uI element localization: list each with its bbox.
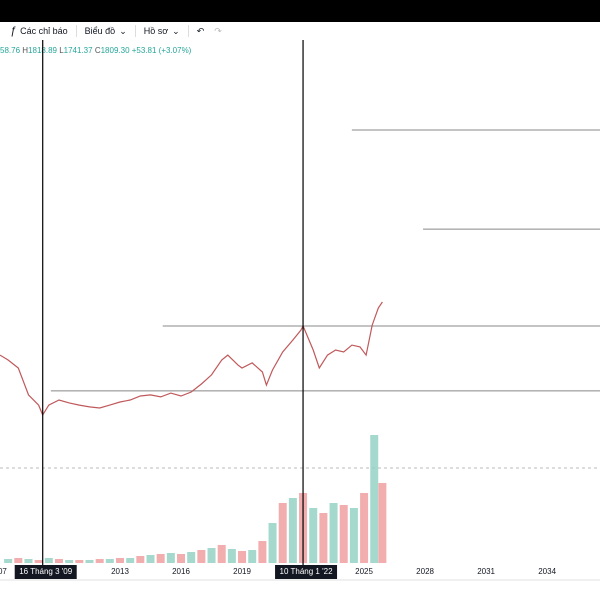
volume-bar xyxy=(360,493,369,563)
volume-bar xyxy=(166,553,175,563)
volume-bar xyxy=(85,560,94,563)
toolbar: ƒ Các chỉ báo Biểu đồ ⌄ Hồ sơ ⌄ ↶ ↷ xyxy=(0,22,600,40)
volume-bar xyxy=(248,550,257,563)
volume-bar xyxy=(187,552,196,563)
x-tick-label: 2031 xyxy=(477,567,495,576)
volume-bar xyxy=(14,558,23,563)
undo-button[interactable]: ↶ xyxy=(196,25,205,36)
date-label: 10 Tháng 1 '22 xyxy=(280,567,334,576)
price-line xyxy=(0,301,383,417)
chart-button[interactable]: Biểu đồ xyxy=(84,26,116,36)
volume-bar xyxy=(258,541,267,563)
volume-bar xyxy=(75,560,84,563)
separator xyxy=(134,25,136,37)
volume-bar xyxy=(105,559,114,563)
open-value: 58.76 xyxy=(0,46,21,55)
volume-bar xyxy=(309,508,318,563)
x-tick-label: 2028 xyxy=(416,567,434,576)
volume-bar xyxy=(54,559,63,563)
profile-button[interactable]: Hồ sơ xyxy=(143,26,169,36)
volume-bar xyxy=(319,513,328,563)
x-tick-label: 2019 xyxy=(233,567,251,576)
volume-bar xyxy=(378,483,387,563)
volume-bar xyxy=(207,548,216,563)
volume-bar xyxy=(44,558,53,563)
volume-bar xyxy=(146,555,155,563)
volume-bar xyxy=(197,550,206,563)
volume-bar xyxy=(268,523,277,563)
x-tick-label: 2016 xyxy=(172,567,190,576)
volume-bar xyxy=(227,549,236,563)
date-label: 16 Tháng 3 '09 xyxy=(19,567,73,576)
volume-bar xyxy=(238,551,247,563)
volume-bar xyxy=(217,545,226,563)
volume-bar xyxy=(339,505,348,563)
volume-bar xyxy=(65,560,74,563)
volume-bar xyxy=(126,558,135,563)
volume-bar xyxy=(116,558,124,563)
redo-button[interactable]: ↷ xyxy=(214,25,222,36)
volume-bar xyxy=(34,560,43,563)
chevron: ⌄ xyxy=(119,25,127,36)
chevron: ⌄ xyxy=(172,25,180,36)
volume-bar xyxy=(370,435,379,563)
volume-bar xyxy=(4,559,13,563)
volume-bar xyxy=(95,559,104,563)
volume-bar xyxy=(288,498,297,563)
x-tick-label: 2025 xyxy=(355,567,373,576)
volume-bar xyxy=(24,559,33,563)
low-label: L xyxy=(59,46,64,55)
close-value: 1809.30 xyxy=(100,46,130,55)
volume-bar xyxy=(156,554,165,563)
window-bar xyxy=(0,0,600,22)
high-label: H xyxy=(22,46,29,55)
volume-bar xyxy=(136,556,145,563)
x-tick-label: 2013 xyxy=(111,567,129,576)
volume-bar xyxy=(349,508,358,563)
date-label-box xyxy=(14,565,77,579)
fx-icon[interactable]: ƒ xyxy=(10,25,17,37)
x-tick-label: 2034 xyxy=(538,567,556,576)
volume-bar xyxy=(177,554,186,563)
low-value: 1741.37 xyxy=(63,46,93,55)
volume-bar xyxy=(278,503,287,563)
indicators-button[interactable]: Các chỉ báo xyxy=(20,26,68,36)
date-label-box xyxy=(275,565,338,579)
volume-bar xyxy=(329,503,338,563)
change-value: +53.81 (+3.07%) xyxy=(131,46,192,55)
separator xyxy=(187,25,189,37)
close-label: C xyxy=(94,46,101,55)
separator xyxy=(75,25,77,37)
x-tick-label: 2007 xyxy=(0,567,7,576)
